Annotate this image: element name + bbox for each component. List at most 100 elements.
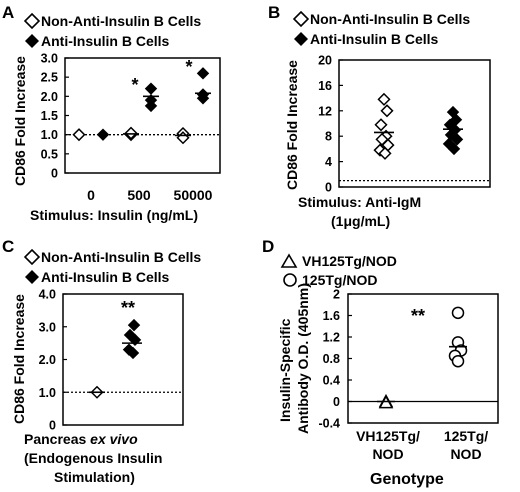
- legend-open-diamond-icon: [292, 10, 310, 28]
- data-point-filled-diamond: [450, 133, 464, 146]
- x-axis-title-c-line3: Stimulation): [54, 469, 135, 485]
- x-axis-title-a: Stimulus: Insulin (ng/mL): [30, 207, 198, 223]
- y-tick-label: 0: [51, 167, 58, 181]
- legend-c-item-1: Anti-Insulin B Cells: [41, 269, 170, 285]
- panel-a-letter: A: [2, 3, 14, 22]
- legend-b-item-0: Non-Anti-Insulin B Cells: [310, 11, 470, 27]
- x-tick-label: 500: [127, 187, 151, 203]
- y-tick-label: 1.2: [323, 331, 340, 345]
- legend-a-item-0: Non-Anti-Insulin B Cells: [41, 13, 201, 29]
- data-point-filled-diamond: [196, 92, 210, 105]
- y-tick-label: 0.8: [323, 352, 340, 366]
- y-tick-label: 0: [333, 395, 340, 409]
- legend-d: VH125Tg/NOD 125Tg/NOD: [280, 253, 397, 288]
- y-tick-label: -0.4: [318, 417, 340, 431]
- x-ticks-d: VH125Tg/NOD 125Tg/NOD: [356, 428, 488, 462]
- panel-b-letter: B: [268, 3, 280, 22]
- panel-c-letter: C: [2, 237, 14, 256]
- y-tick-label: 12: [318, 104, 332, 118]
- y-tick-label: 20: [318, 54, 332, 68]
- data-point-filled-diamond: [447, 142, 461, 156]
- x-ticks-a: 0 500 50000: [87, 187, 213, 203]
- legend-b: Non-Anti-Insulin B Cells Anti-Insulin B …: [292, 10, 470, 47]
- legend-filled-diamond-icon: [294, 32, 308, 46]
- x-axis-title-c-line2: (Endogenous Insulin: [24, 450, 162, 466]
- y-tick-label: 1.6: [323, 309, 340, 323]
- marks-b: [339, 92, 490, 182]
- data-point-filled-diamond: [127, 318, 141, 332]
- y-tick-label: 0: [49, 419, 56, 433]
- significance-marker: **: [411, 306, 425, 326]
- significance-marker: **: [121, 298, 135, 318]
- legend-b-item-1: Anti-Insulin B Cells: [310, 31, 439, 47]
- legend-filled-diamond-icon: [25, 34, 39, 48]
- panel-d-letter: D: [262, 237, 274, 256]
- y-tick-label: 3.0: [41, 52, 58, 66]
- data-point-open-diamond: [377, 92, 391, 106]
- legend-a: Non-Anti-Insulin B Cells Anti-Insulin B …: [23, 12, 201, 49]
- legend-triangle-icon: [280, 253, 298, 268]
- data-point-filled-diamond: [126, 346, 140, 360]
- y-ticks-c: 0 1.0 2.0 3.0 4.0: [39, 288, 67, 433]
- y-tick-label: 1.0: [41, 128, 58, 142]
- y-tick-label: 8: [325, 130, 332, 144]
- data-point-filled-diamond: [144, 99, 158, 113]
- y-tick-label: 4: [325, 155, 332, 169]
- x-axis-title-d: Genotype: [370, 471, 444, 488]
- y-axis-title-a: CD86 Fold Increase: [12, 56, 28, 186]
- panel-c: C Non-Anti-Insulin B Cells Anti-Insulin …: [2, 237, 201, 485]
- y-axis-title-d-line2: Antibody O.D. (405nm): [295, 283, 311, 434]
- y-tick-label: 2.0: [41, 90, 58, 104]
- y-axis-title-c: CD86 Fold Increase: [11, 294, 27, 424]
- plot-frame-a: [64, 57, 221, 174]
- y-tick-label: 1.5: [41, 109, 58, 123]
- legend-d-item-1: 125Tg/NOD: [302, 272, 377, 288]
- marks-a: **: [65, 57, 220, 145]
- x-tick-label: VH125Tg/: [356, 428, 420, 444]
- y-axis-title-d: Insulin-Specific: [277, 318, 293, 422]
- x-tick-label: NOD: [372, 446, 403, 462]
- panel-b: B Non-Anti-Insulin B Cells Anti-Insulin …: [268, 3, 491, 229]
- y-tick-label: 0: [325, 181, 332, 195]
- y-tick-label: 1.0: [39, 386, 56, 400]
- y-tick-label: 3.0: [39, 320, 56, 334]
- y-tick-label: 2: [333, 288, 340, 302]
- data-point-filled-diamond: [196, 67, 210, 80]
- legend-c-item-0: Non-Anti-Insulin B Cells: [41, 249, 201, 265]
- data-point-open-diamond: [378, 146, 392, 160]
- y-tick-label: 2.5: [41, 71, 58, 85]
- data-point-open-diamond: [72, 128, 86, 142]
- y-tick-label: 0.4: [323, 374, 340, 388]
- significance-marker: *: [185, 57, 192, 77]
- marks-d: **: [348, 306, 498, 409]
- y-tick-label: 0.5: [41, 147, 58, 161]
- x-tick-label: 0: [87, 187, 95, 203]
- marks-c: **: [63, 298, 183, 399]
- x-axis-title-c: Pancreas ex vivo: [24, 431, 138, 447]
- y-ticks-d: -0.4 0 0.4 0.8 1.2 1.6 2: [318, 288, 352, 431]
- x-tick-label: 50000: [174, 187, 213, 203]
- x-tick-label: 125Tg/: [444, 428, 488, 444]
- y-tick-label: 2.0: [39, 353, 56, 367]
- legend-filled-diamond-icon: [25, 270, 39, 284]
- y-tick-label: 4.0: [39, 288, 56, 302]
- plot-frame-b: [338, 59, 491, 188]
- y-tick-label: 16: [318, 79, 332, 93]
- data-point-filled-diamond: [144, 82, 158, 95]
- legend-a-item-1: Anti-Insulin B Cells: [41, 33, 170, 49]
- legend-c: Non-Anti-Insulin B Cells Anti-Insulin B …: [23, 248, 201, 285]
- data-point-open-diamond: [380, 104, 394, 118]
- data-point-filled-diamond: [96, 128, 110, 141]
- legend-d-item-0: VH125Tg/NOD: [302, 253, 397, 269]
- x-tick-label: NOD: [450, 446, 481, 462]
- data-point-open-circle: [451, 354, 465, 368]
- y-ticks-b: 0 4 8 12 16 20: [318, 54, 343, 195]
- data-point-open-diamond: [374, 118, 388, 132]
- significance-marker: *: [131, 75, 138, 95]
- panel-a: A Non-Anti-Insulin B Cells Anti-Insulin …: [2, 3, 221, 223]
- legend-open-diamond-icon: [23, 248, 41, 266]
- x-axis-title-b: Stimulus: Anti-IgM: [298, 194, 421, 210]
- legend-circle-icon: [283, 273, 297, 287]
- y-axis-title-b: CD86 Fold Increase: [284, 60, 300, 190]
